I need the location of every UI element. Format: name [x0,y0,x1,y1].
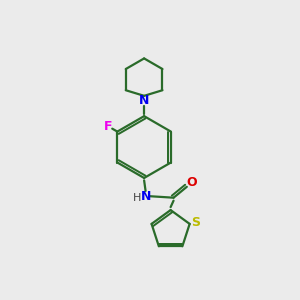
Text: N: N [139,94,149,107]
Text: S: S [191,216,200,229]
Text: N: N [141,190,152,203]
Text: H: H [133,193,142,203]
Text: F: F [103,119,112,133]
Text: O: O [187,176,197,189]
